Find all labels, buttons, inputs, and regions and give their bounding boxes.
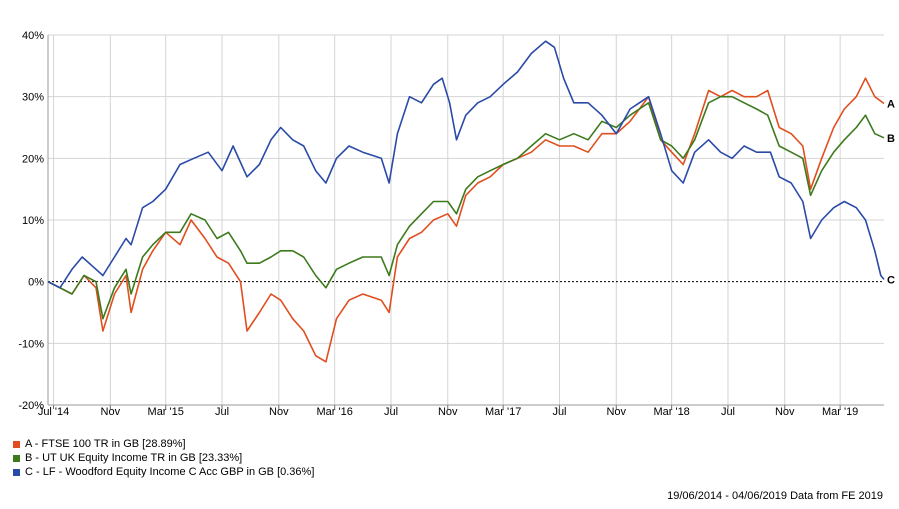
y-tick-label: 30% bbox=[22, 92, 44, 104]
legend-swatch-c bbox=[13, 468, 20, 476]
legend-item-b: B - UT UK Equity Income TR in GB [23.33%… bbox=[13, 451, 314, 465]
series-line-b bbox=[47, 95, 885, 320]
y-tick-label: -10% bbox=[18, 338, 44, 350]
legend-swatch-a bbox=[13, 440, 20, 448]
series-line-c bbox=[47, 40, 885, 289]
legend-label-c: C - LF - Woodford Equity Income C Acc GB… bbox=[25, 466, 315, 478]
x-tick-label: Mar '16 bbox=[316, 406, 352, 418]
series-end-label-b: B bbox=[887, 133, 895, 145]
date-range-source-note: 19/06/2014 - 04/06/2019 Data from FE 201… bbox=[667, 490, 883, 502]
x-tick-label: Nov bbox=[269, 406, 289, 418]
x-tick-label: Jul '14 bbox=[38, 406, 69, 418]
x-tick-label: Nov bbox=[438, 406, 458, 418]
legend-item-a: A - FTSE 100 TR in GB [28.89%] bbox=[13, 437, 314, 451]
y-tick-label: 0% bbox=[28, 277, 44, 289]
x-tick-label: Mar '18 bbox=[653, 406, 689, 418]
x-tick-label: Mar '15 bbox=[148, 406, 184, 418]
x-tick-label: Mar '19 bbox=[822, 406, 858, 418]
legend-item-c: C - LF - Woodford Equity Income C Acc GB… bbox=[13, 465, 314, 479]
y-tick-label: 20% bbox=[22, 153, 44, 165]
series-end-label-a: A bbox=[887, 99, 895, 111]
series-line-a bbox=[47, 77, 885, 363]
x-tick-label: Jul bbox=[721, 406, 735, 418]
x-tick-label: Jul bbox=[552, 406, 566, 418]
legend-label-b: B - UT UK Equity Income TR in GB [23.33%… bbox=[25, 452, 243, 464]
legend-label-a: A - FTSE 100 TR in GB [28.89%] bbox=[25, 438, 186, 450]
chart-legend: A - FTSE 100 TR in GB [28.89%] B - UT UK… bbox=[13, 437, 314, 479]
x-tick-label: Mar '17 bbox=[485, 406, 521, 418]
series-end-label-c: C bbox=[887, 274, 895, 286]
x-tick-label: Nov bbox=[775, 406, 795, 418]
y-tick-label: 40% bbox=[22, 30, 44, 42]
x-tick-label: Jul bbox=[384, 406, 398, 418]
x-tick-label: Jul bbox=[215, 406, 229, 418]
y-tick-label: 10% bbox=[22, 215, 44, 227]
x-tick-label: Nov bbox=[101, 406, 121, 418]
x-tick-label: Nov bbox=[606, 406, 626, 418]
y-tick-label: -20% bbox=[18, 400, 44, 412]
legend-swatch-b bbox=[13, 454, 20, 462]
